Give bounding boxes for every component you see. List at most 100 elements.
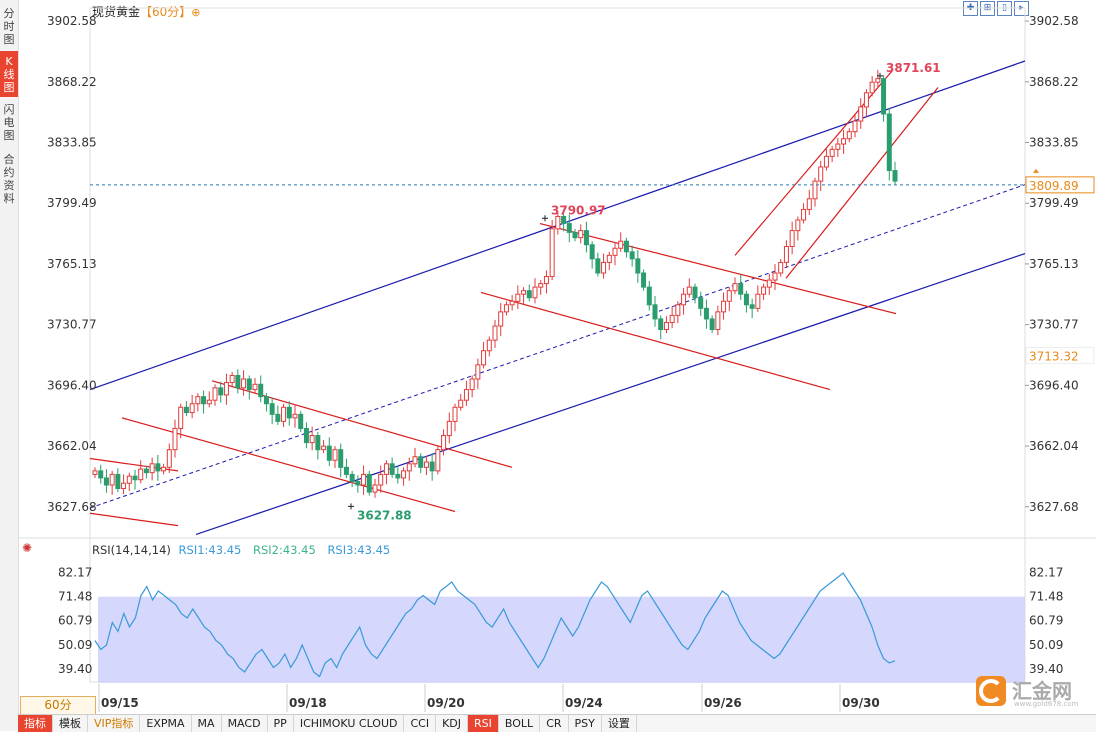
candle-body (372, 484, 378, 493)
candle-body (886, 113, 892, 172)
candle-body (635, 258, 641, 274)
candle-body (681, 293, 687, 306)
period-selector[interactable]: 60分 (20, 696, 96, 715)
rsi-line (94, 572, 896, 678)
price-tick-right: 3799.49 (1029, 196, 1079, 210)
indicator-tab-cci[interactable]: CCI (404, 715, 437, 732)
candle-body (858, 106, 864, 122)
candle-body (212, 387, 218, 401)
rsi-tick-right: 50.09 (1029, 638, 1063, 652)
indicator-tab-boll[interactable]: BOLL (499, 715, 541, 732)
candle-body (121, 482, 127, 490)
candle-body (103, 477, 109, 486)
candle-body (629, 251, 635, 260)
current-price-label: 3809.89 (1029, 179, 1079, 193)
rsi-tick-right: 39.40 (1029, 662, 1063, 676)
candle-body (686, 286, 692, 295)
indicator-tab-expma[interactable]: EXPMA (140, 715, 192, 732)
candle-body (566, 223, 572, 233)
price-tick-left: 3696.40 (47, 378, 97, 392)
indicator-tab-ichimoku-cloud[interactable]: ICHIMOKU CLOUD (294, 715, 405, 732)
candle-body (395, 473, 401, 479)
candle-body (841, 138, 847, 145)
mid-high-label: 3790.97 (551, 203, 606, 217)
candle-body (235, 374, 241, 389)
candle-body (806, 198, 812, 210)
candle-body (515, 293, 521, 302)
rsi1-value: RSI1:43.45 (178, 543, 242, 557)
candle-body (583, 230, 589, 246)
x-label: 09/26 (704, 696, 742, 710)
candle-body (492, 325, 498, 341)
indicator-tab-kdj[interactable]: KDJ (436, 715, 469, 732)
sidebar-tab-0[interactable]: 分时图 (3, 6, 15, 46)
candles (92, 69, 898, 498)
candle-body (641, 272, 647, 288)
sidebar-tab-2[interactable]: 闪电图 (3, 102, 15, 142)
candle-body (366, 473, 372, 493)
rsi-tick-left: 71.48 (58, 590, 92, 604)
candle-body (161, 466, 167, 472)
rsi-settings-icon[interactable]: ✺ (22, 541, 33, 555)
candle-body (892, 170, 898, 182)
candle-body (875, 78, 881, 83)
indicator-tab-pp[interactable]: PP (268, 715, 294, 732)
candle-body (789, 230, 795, 248)
candle-body (223, 382, 229, 396)
candle-body (835, 143, 841, 150)
candle-body (646, 286, 652, 306)
candle-body (126, 475, 132, 484)
rsi-legend-title: RSI(14,14,14) (92, 543, 171, 557)
indicator-tab-cr[interactable]: CR (540, 715, 569, 732)
price-tick-right: 3833.85 (1029, 136, 1079, 150)
rsi2-value: RSI2:43.45 (252, 543, 316, 557)
candle-body (252, 383, 258, 391)
candle-body (783, 246, 789, 263)
candle-body (698, 297, 704, 309)
indicator-tab-macd[interactable]: MACD (222, 715, 268, 732)
candle-body (446, 420, 452, 437)
candle-body (721, 300, 727, 313)
candle-body (338, 449, 344, 468)
candle-body (778, 261, 784, 274)
rsi3-value: RSI3:43.45 (327, 543, 391, 557)
candle-body (595, 258, 601, 274)
candle-body (846, 131, 852, 140)
mid-high-label-marker (542, 215, 548, 222)
indicator-tab-指标[interactable]: 指标 (18, 715, 53, 732)
high-label: 3871.61 (886, 61, 941, 75)
candle-body (195, 396, 201, 405)
candle-body (401, 470, 407, 479)
indicator-tab-vip指标[interactable]: VIP指标 (88, 715, 141, 732)
indicator-bar: 指标 模板 VIP指标 EXPMA MA MACD PP ICHIMOKU CLOUD CCI K… (18, 714, 1096, 732)
candle-body (275, 413, 281, 422)
candle-body (589, 244, 595, 260)
candle-body (572, 231, 578, 239)
add-icon[interactable]: ⊕ (191, 6, 201, 19)
trend-line-g (734, 69, 894, 256)
candle-body (303, 427, 309, 444)
candle-body (406, 463, 412, 472)
candle-body (326, 445, 332, 461)
indicator-tab-模板[interactable]: 模板 (53, 715, 88, 732)
candle-body (738, 283, 744, 295)
indicator-tab-psy[interactable]: PSY (569, 715, 602, 732)
annotations: 3871.61 3790.97 3627.88 (348, 61, 941, 522)
price-tick-left: 3902.58 (47, 14, 97, 28)
rsi-tick-left: 50.09 (58, 638, 92, 652)
candle-body (458, 399, 464, 408)
candle-body (743, 293, 749, 306)
indicator-tab-rsi[interactable]: RSI (468, 715, 499, 732)
indicator-tab-设置[interactable]: 设置 (602, 715, 637, 732)
candle-body (263, 396, 269, 405)
candle-body (801, 208, 807, 221)
candle-body (675, 304, 681, 316)
candle-body (823, 155, 829, 168)
price-tick-right: 3627.68 (1029, 500, 1079, 514)
candle-body (532, 286, 538, 299)
indicator-tab-ma[interactable]: MA (192, 715, 222, 732)
sidebar-tab-3[interactable]: 合约资料 (3, 153, 15, 205)
candle-body (475, 364, 481, 380)
